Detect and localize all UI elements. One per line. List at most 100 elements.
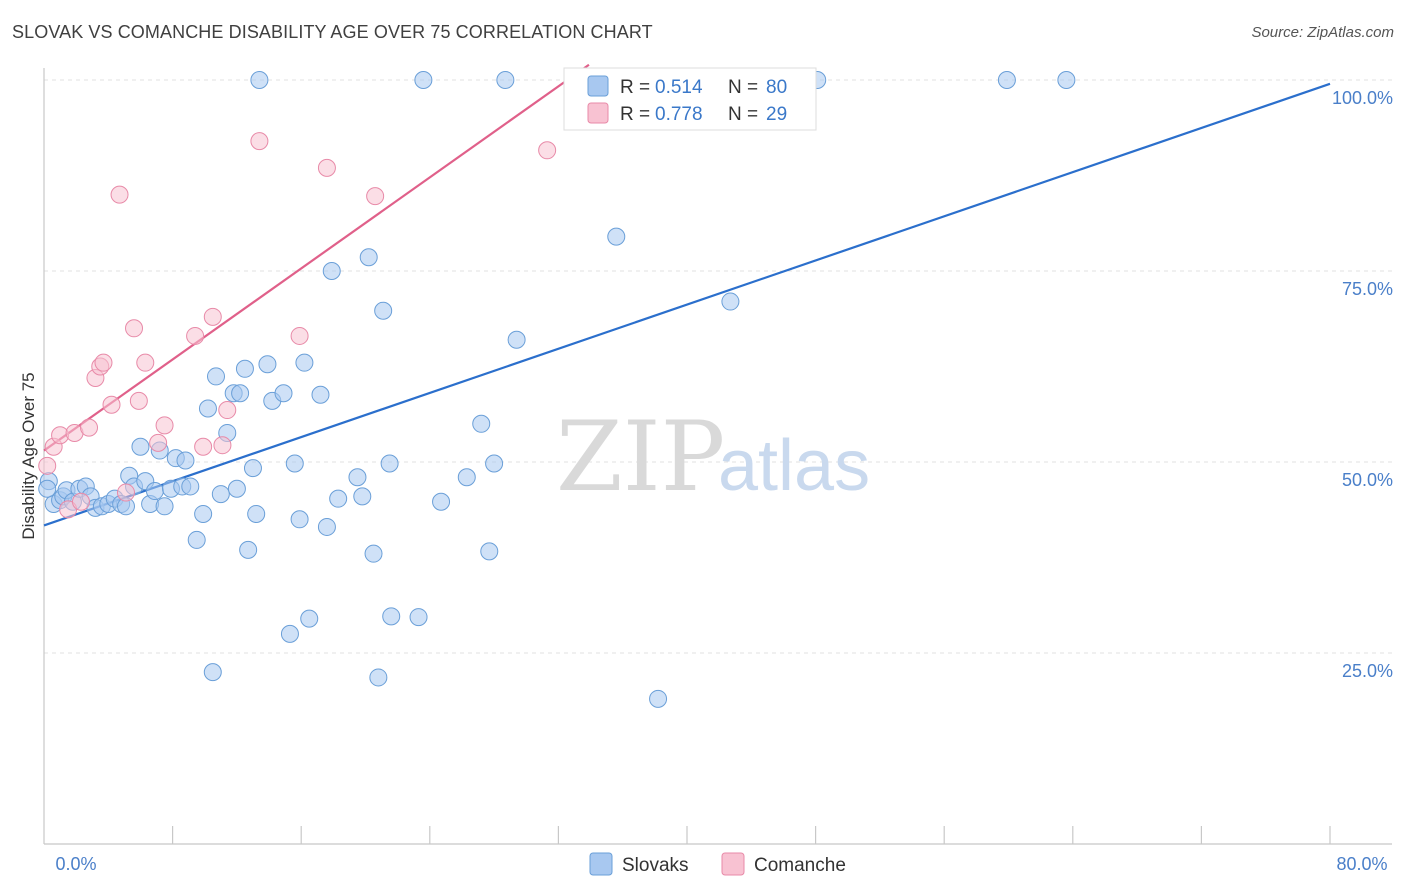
point-comanche [110,185,129,204]
point-slovaks [374,301,393,320]
point-comanche [317,158,336,177]
bottom-legend: Slovaks Comanche [589,852,846,876]
point-comanche [80,418,99,437]
y-tick-label: 25.0% [1342,661,1393,681]
point-slovaks [300,609,319,628]
point-slovaks [485,454,504,473]
point-comanche [203,307,222,326]
trend-line-slovaks [43,82,1331,527]
point-slovaks [432,492,451,511]
point-slovaks [414,71,433,89]
point-comanche [366,187,385,206]
point-comanche [155,416,174,435]
point-slovaks [250,71,269,89]
point-comanche [116,483,135,502]
point-slovaks [290,510,309,529]
point-slovaks [181,477,200,496]
point-slovaks [457,468,476,487]
point-comanche [125,319,144,338]
point-slovaks [496,71,515,89]
point-slovaks [1057,71,1076,89]
point-slovaks [194,504,213,523]
point-slovaks [721,292,740,311]
point-comanche [290,326,309,345]
point-slovaks [239,540,258,559]
watermark-atlas: atlas [718,426,870,506]
point-slovaks [380,454,399,473]
point-slovaks [145,482,164,501]
point-slovaks [38,479,57,498]
watermark-zip: ZIP [556,401,725,513]
point-slovaks [211,485,230,504]
point-slovaks [187,530,206,549]
legend-r-value-slovaks: 0.514 [655,77,703,98]
point-slovaks [364,544,383,563]
point-slovaks [274,384,293,403]
point-comanche [94,353,113,372]
point-slovaks [353,487,372,506]
point-slovaks [285,454,304,473]
point-slovaks [203,663,222,682]
point-slovaks [258,355,277,374]
legend-r-label-comanche: R = [620,104,650,125]
point-slovaks [247,504,266,523]
point-slovaks [176,451,195,470]
point-slovaks [155,497,174,516]
point-comanche [129,391,148,410]
point-slovaks [329,489,348,508]
legend-n-label-slovaks: N = [728,77,758,98]
point-comanche [149,433,168,452]
point-slovaks [480,542,499,561]
bottom-legend-label-slovaks: Slovaks [622,855,689,876]
x-tick-label-max: 80.0% [1336,854,1387,874]
point-slovaks [507,330,526,349]
point-slovaks [409,608,428,627]
legend-r-value-comanche: 0.778 [655,104,703,125]
point-slovaks [207,367,226,386]
y-tick-label: 50.0% [1342,470,1393,490]
point-slovaks [607,227,626,246]
point-comanche [136,353,155,372]
watermark: ZIP atlas [556,401,870,513]
trend-line-comanche [43,63,590,452]
axes [43,68,1392,845]
point-slovaks [280,624,299,643]
y-tick-labels: 25.0% 50.0% 75.0% 100.0% [1332,88,1393,681]
point-slovaks [997,71,1016,89]
y-axis-label: Disability Age Over 75 [19,372,38,539]
point-slovaks [382,607,401,626]
bottom-legend-label-comanche: Comanche [754,855,846,876]
point-slovaks [348,468,367,487]
data-points [38,71,1076,708]
point-comanche [194,437,213,456]
chart-title: SLOVAK VS COMANCHE DISABILITY AGE OVER 7… [12,22,653,42]
point-slovaks [359,248,378,267]
x-tick-label-min: 0.0% [55,854,96,874]
point-slovaks [131,437,150,456]
x-ticks [172,826,1331,844]
y-tick-label: 75.0% [1342,279,1393,299]
y-tick-label: 100.0% [1332,88,1393,108]
point-comanche [213,436,232,455]
legend-n-value-slovaks: 80 [766,77,787,98]
point-slovaks [472,414,491,433]
point-slovaks [295,353,314,372]
point-comanche [186,326,205,345]
point-comanche [538,141,557,160]
point-slovaks [231,384,250,403]
point-comanche [250,132,269,151]
point-comanche [102,395,121,414]
legend-r-label-slovaks: R = [620,77,650,98]
legend-n-label-comanche: N = [728,104,758,125]
point-comanche [71,492,90,511]
grid [44,79,1392,654]
point-slovaks [198,399,217,418]
point-slovaks [311,385,330,404]
point-comanche [38,456,57,475]
legend-swatch-comanche [587,102,609,124]
point-slovaks [243,459,262,478]
legend: R = 0.514 N = 80 R = 0.778 N = 29 [563,67,817,131]
point-slovaks [235,359,254,378]
point-slovaks [227,479,246,498]
